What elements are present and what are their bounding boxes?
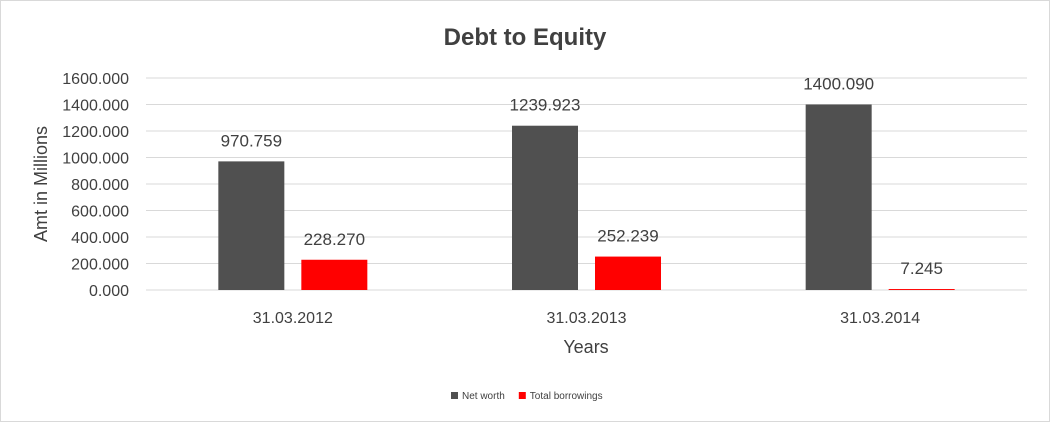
y-tick-label: 200.000 bbox=[71, 257, 129, 274]
y-tick-label: 600.000 bbox=[71, 204, 129, 221]
legend-swatch bbox=[451, 392, 458, 399]
x-tick-label: 31.03.2014 bbox=[840, 310, 920, 327]
y-axis-title: Amt in Millions bbox=[31, 126, 51, 242]
data-label: 252.239 bbox=[597, 227, 658, 246]
data-label: 228.270 bbox=[304, 230, 365, 249]
bar-net-worth bbox=[512, 125, 578, 290]
y-tick-label: 1000.000 bbox=[62, 151, 129, 168]
bar-total-borrowings bbox=[301, 259, 368, 290]
y-tick-label: 400.000 bbox=[71, 230, 129, 247]
data-label: 1239.923 bbox=[510, 96, 581, 115]
bar-net-worth bbox=[805, 104, 872, 291]
legend-swatch bbox=[518, 392, 526, 399]
y-tick-label: 800.000 bbox=[71, 177, 129, 194]
x-tick-label: 31.03.2013 bbox=[546, 310, 626, 327]
x-tick-label: 31.03.2012 bbox=[253, 310, 333, 327]
bar-total-borrowings bbox=[595, 256, 661, 290]
data-label: 7.245 bbox=[900, 259, 943, 278]
gridlines bbox=[146, 77, 1027, 291]
y-tick-label: 0.000 bbox=[89, 283, 129, 300]
y-tick-labels: 0.000 200.000 400.000 600.000 800.000 1000.00… bbox=[62, 71, 129, 300]
data-label: 1400.090 bbox=[803, 74, 874, 93]
legend-label: Total borrowings bbox=[530, 391, 603, 402]
y-tick-label: 1400.000 bbox=[62, 98, 129, 115]
bars bbox=[218, 104, 955, 291]
x-tick-labels: 31.03.2012 31.03.2013 31.03.2014 bbox=[253, 310, 921, 327]
data-labels: 970.759 228.270 1239.923 252.239 1400.090 7.2… bbox=[221, 74, 943, 278]
chart-title: Debt to Equity bbox=[444, 24, 607, 51]
bar-net-worth bbox=[218, 161, 285, 290]
bar-total-borrowings bbox=[888, 289, 955, 290]
y-tick-label: 1600.000 bbox=[62, 71, 129, 88]
legend-label: Net worth bbox=[462, 391, 505, 402]
y-tick-label: 1200.000 bbox=[62, 124, 129, 141]
data-label: 970.759 bbox=[221, 131, 282, 150]
legend: Net worth Total borrowings bbox=[451, 391, 603, 402]
x-axis-title: Years bbox=[563, 337, 608, 357]
